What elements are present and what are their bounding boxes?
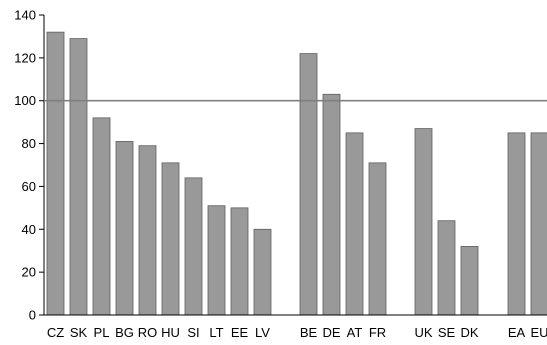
- bar-pl: [92, 117, 111, 316]
- bar-at: [345, 132, 364, 316]
- x-tick-label: BE: [300, 325, 318, 340]
- x-tick-label: EU: [530, 325, 547, 340]
- bar-sk: [69, 38, 88, 316]
- bar-se: [437, 220, 456, 316]
- bar-uk: [414, 128, 433, 316]
- x-tick-label: SE: [438, 325, 456, 340]
- x-tick-label: PL: [94, 325, 110, 340]
- x-tick-label: CZ: [47, 325, 64, 340]
- x-tick-label: EE: [231, 325, 249, 340]
- x-tick-label: DE: [322, 325, 340, 340]
- x-tick-label: EA: [508, 325, 526, 340]
- bar-si: [184, 177, 203, 316]
- bar-bg: [115, 141, 134, 316]
- x-tick-label: HU: [161, 325, 180, 340]
- x-tick-label: SK: [70, 325, 88, 340]
- y-tick-label: 140: [14, 8, 36, 23]
- y-tick-label: 40: [22, 222, 36, 237]
- bar-hu: [161, 162, 180, 316]
- bar-eu: [530, 132, 547, 316]
- y-tick-label: 60: [22, 179, 36, 194]
- bar-lt: [207, 205, 226, 316]
- y-tick-label: 80: [22, 136, 36, 151]
- x-tick-label: LT: [209, 325, 223, 340]
- x-tick-label: DK: [460, 325, 478, 340]
- bar-cz: [46, 31, 65, 316]
- x-axis: CZ SK PL BG RO HU SI LT EE LV BE DE AT FR UK SE DK EA EU: [39, 314, 547, 340]
- x-tick-label: BG: [115, 325, 134, 340]
- x-tick-label: LV: [255, 325, 270, 340]
- bars: [46, 31, 547, 316]
- y-tick-label: 100: [14, 93, 36, 108]
- x-tick-label: FR: [369, 325, 386, 340]
- y-tick-label: 0: [29, 308, 36, 323]
- x-tick-label: AT: [347, 325, 363, 340]
- bar-dk: [460, 246, 479, 316]
- x-tick-label: RO: [138, 325, 158, 340]
- bar-ro: [138, 145, 157, 316]
- bar-fr: [368, 162, 387, 316]
- y-tick-label: 20: [22, 265, 36, 280]
- x-tick-label: SI: [187, 325, 199, 340]
- bar-be: [299, 53, 318, 316]
- x-tick-label: UK: [414, 325, 432, 340]
- y-tick-label: 120: [14, 50, 36, 65]
- bar-lv: [253, 228, 272, 316]
- bar-ee: [230, 207, 249, 316]
- bar-de: [322, 93, 341, 316]
- bar-ea: [507, 132, 526, 316]
- y-axis: 0 20 40 60 80 100 120 140: [14, 8, 45, 323]
